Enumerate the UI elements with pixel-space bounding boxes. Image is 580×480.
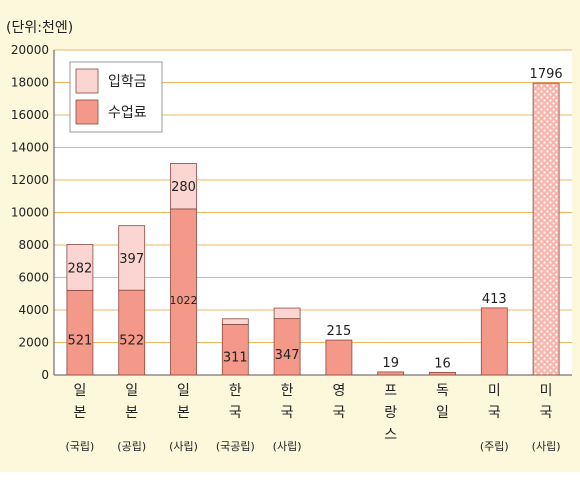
bar-admission — [66, 244, 94, 291]
y-tick-label: 12000 — [11, 173, 49, 187]
y-tick-label: 20000 — [11, 43, 49, 57]
category-label: 미 — [540, 383, 553, 399]
data-label-tuition: 215 — [326, 324, 351, 339]
category-label: 본 — [73, 405, 86, 421]
unit-label: (단위:천엔) — [6, 20, 74, 36]
bar-tuition — [532, 82, 560, 376]
category-sublabel: (주립) — [480, 440, 509, 453]
category-label: 일 — [73, 383, 86, 399]
category-label: 한 — [229, 383, 242, 399]
category-label: 국 — [488, 405, 501, 421]
category-label: 국 — [540, 405, 553, 421]
y-tick-label: 0 — [41, 368, 49, 382]
data-label-tuition: 1796 — [530, 67, 563, 82]
category-label: 국 — [229, 405, 242, 421]
bar-tuition — [273, 318, 301, 376]
data-label-tuition: 16 — [434, 356, 451, 371]
bar-tuition — [118, 289, 146, 376]
category-sublabel: (사립) — [532, 440, 561, 453]
bar-admission — [170, 163, 197, 210]
category-label: 본 — [125, 405, 138, 421]
y-tick-label: 2000 — [18, 336, 49, 350]
data-label-admission: 280 — [171, 180, 196, 195]
legend-label-tuition: 수업료 — [108, 105, 147, 121]
category-sublabel: (공립) — [117, 440, 146, 453]
data-label-admission: 282 — [67, 261, 92, 276]
y-tick-label: 6000 — [18, 271, 49, 285]
bar-tuition — [429, 371, 456, 376]
category-label: 일 — [177, 383, 190, 399]
category-label: 스 — [384, 427, 397, 443]
bar-tuition — [170, 208, 197, 376]
category-label: 독 — [436, 383, 449, 399]
category-sublabel: (사립) — [169, 440, 198, 453]
bar-admission — [221, 318, 249, 325]
category-sublabel: (국립) — [65, 440, 94, 453]
legend-swatch-tuition — [75, 99, 99, 125]
category-label: 프 — [384, 383, 397, 399]
y-tick-label: 8000 — [18, 238, 49, 252]
data-label-tuition: 1022 — [170, 294, 198, 307]
data-label-tuition: 347 — [275, 348, 300, 363]
category-label: 랑 — [384, 405, 397, 421]
category-sublabel: (국공립) — [216, 440, 255, 453]
bar-tuition — [325, 339, 353, 376]
y-tick-label: 14000 — [11, 141, 49, 155]
y-tick-label: 10000 — [11, 206, 49, 220]
data-label-admission: 397 — [119, 252, 144, 267]
category-label: 본 — [177, 405, 190, 421]
category-label: 국 — [332, 405, 345, 421]
bar-tuition — [66, 289, 94, 376]
data-label-tuition: 311 — [223, 351, 248, 366]
legend-label-admission: 입학금 — [108, 74, 147, 90]
category-label: 국 — [281, 405, 294, 421]
bar-admission — [118, 225, 146, 291]
category-label: 한 — [281, 383, 294, 399]
bar-tuition — [377, 371, 405, 376]
bar-tuition — [480, 307, 508, 376]
bar-admission — [273, 307, 301, 320]
data-label-tuition: 413 — [482, 292, 507, 307]
y-tick-label: 4000 — [18, 303, 49, 317]
category-label: 일 — [125, 383, 138, 399]
bar-tuition — [221, 324, 249, 376]
category-sublabel: (사립) — [273, 440, 302, 453]
legend-swatch-admission — [75, 68, 99, 94]
category-label: 미 — [488, 383, 501, 399]
category-label: 영 — [332, 383, 345, 399]
data-label-tuition: 522 — [119, 334, 144, 349]
y-tick-label: 18000 — [11, 76, 49, 90]
data-label-tuition: 19 — [382, 356, 399, 371]
data-label-tuition: 521 — [67, 334, 92, 349]
y-tick-label: 16000 — [11, 108, 49, 122]
category-label: 일 — [436, 405, 449, 421]
